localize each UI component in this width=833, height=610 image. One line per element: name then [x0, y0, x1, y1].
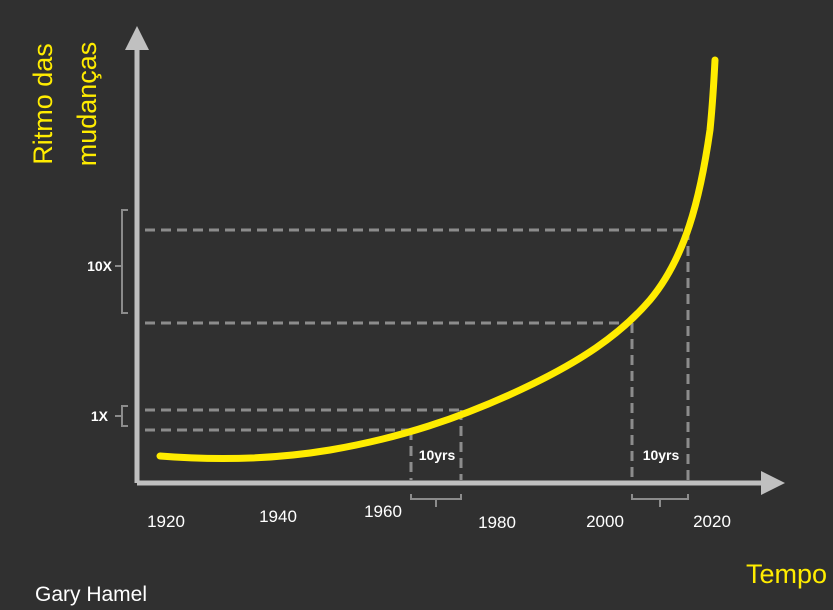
y-axis-arrowhead [125, 26, 149, 50]
x-tick-label: 1940 [259, 507, 297, 526]
y-axis-title-line2: mudanças [72, 42, 102, 167]
exponential-curve [156, 56, 719, 462]
x-axis-arrowhead [761, 471, 785, 495]
bracket-1x [121, 405, 128, 427]
bracket-interval-second [631, 494, 689, 500]
bracket-label-1x: 1X [91, 408, 109, 424]
interval-label-second: 10yrs [643, 447, 680, 463]
bracket-interval-first [410, 494, 462, 500]
x-tick-label: 1980 [478, 513, 516, 532]
x-tick-label: 1960 [364, 502, 402, 521]
x-tick-label: 1920 [147, 512, 185, 531]
interval-label-first: 10yrs [419, 447, 456, 463]
bracket-10x [121, 209, 128, 314]
x-tick-label: 2000 [586, 512, 624, 531]
x-axis-title: Tempo [746, 559, 827, 589]
bracket-label-10x: 10X [87, 258, 113, 274]
y-axis-title-line1: Ritmo das [28, 43, 58, 165]
x-tick-label: 2020 [693, 512, 731, 531]
credit-text: Gary Hamel [35, 583, 147, 606]
